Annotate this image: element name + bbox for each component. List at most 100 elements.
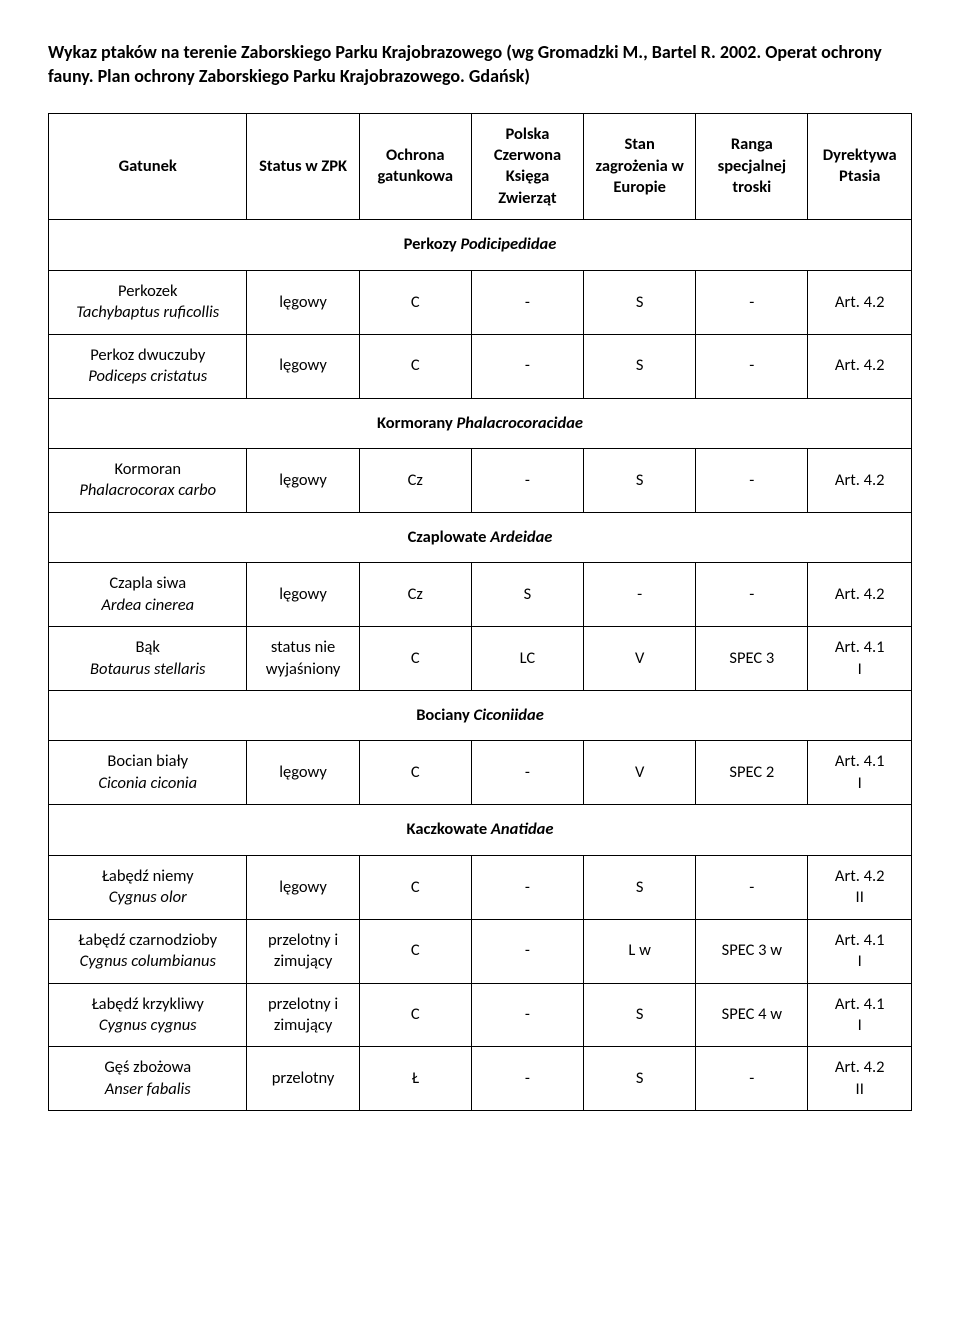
stan-cell: S	[584, 983, 696, 1047]
ranga-cell: -	[696, 855, 808, 919]
section-latin: Podicipedidae	[460, 234, 556, 254]
species-cell: PerkozekTachybaptus ruficollis	[49, 270, 247, 334]
status-cell: status nie wyjaśniony	[247, 627, 359, 691]
polska-cell: -	[471, 1047, 583, 1111]
ochrona-cell: C	[359, 983, 471, 1047]
ranga-cell: -	[696, 448, 808, 512]
ochrona-cell: Cz	[359, 448, 471, 512]
table-row: Perkoz dwuczubyPodiceps cristatuslęgowyC…	[49, 334, 912, 398]
table-header-row: Gatunek Status w ZPK Ochrona gatunkowa P…	[49, 113, 912, 220]
section-header-row: Kaczkowate Anatidae	[49, 805, 912, 855]
header-dyr: Dyrektywa Ptasia	[808, 113, 912, 220]
document-title: Wykaz ptaków na terenie Zaborskiego Park…	[48, 40, 912, 89]
polska-cell: LC	[471, 627, 583, 691]
polska-cell: -	[471, 270, 583, 334]
dyr-cell: Art. 4.1I	[808, 741, 912, 805]
species-latin: Phalacrocorax carbo	[57, 480, 238, 501]
table-row: Czapla siwaArdea cinerealęgowyCzS--Art. …	[49, 563, 912, 627]
ranga-cell: SPEC 4 w	[696, 983, 808, 1047]
section-name: Kaczkowate	[407, 819, 491, 839]
table-row: Gęś zbożowaAnser fabalisprzelotnyŁ-S-Art…	[49, 1047, 912, 1111]
ranga-cell: SPEC 3 w	[696, 919, 808, 983]
polska-cell: -	[471, 448, 583, 512]
table-row: PerkozekTachybaptus ruficollislęgowyC-S-…	[49, 270, 912, 334]
section-latin: Ciconiidae	[474, 705, 544, 725]
table-row: Łabędź krzykliwyCygnus cygnusprzelotny i…	[49, 983, 912, 1047]
ranga-cell: SPEC 2	[696, 741, 808, 805]
ochrona-cell: C	[359, 334, 471, 398]
species-polish: Łabędź czarnodzioby	[57, 930, 238, 951]
species-latin: Ardea cinerea	[57, 595, 238, 616]
section-header-cell: Czaplowate Ardeidae	[49, 512, 912, 562]
species-cell: Czapla siwaArdea cinerea	[49, 563, 247, 627]
stan-cell: S	[584, 270, 696, 334]
section-name: Perkozy	[404, 234, 461, 254]
species-table: Gatunek Status w ZPK Ochrona gatunkowa P…	[48, 113, 912, 1112]
section-header-cell: Kaczkowate Anatidae	[49, 805, 912, 855]
stan-cell: S	[584, 855, 696, 919]
ochrona-cell: C	[359, 855, 471, 919]
species-cell: Łabędź krzykliwyCygnus cygnus	[49, 983, 247, 1047]
dyr-cell: Art. 4.1I	[808, 983, 912, 1047]
status-cell: przelotny i zimujący	[247, 919, 359, 983]
species-latin: Botaurus stellaris	[57, 659, 238, 680]
status-cell: lęgowy	[247, 448, 359, 512]
ochrona-cell: C	[359, 270, 471, 334]
dyr-cell: Art. 4.2	[808, 563, 912, 627]
table-row: Łabędź czarnodziobyCygnus columbianusprz…	[49, 919, 912, 983]
polska-cell: -	[471, 855, 583, 919]
ranga-cell: -	[696, 270, 808, 334]
header-ochrona: Ochrona gatunkowa	[359, 113, 471, 220]
status-cell: lęgowy	[247, 563, 359, 627]
stan-cell: V	[584, 741, 696, 805]
species-polish: Perkoz dwuczuby	[57, 345, 238, 366]
header-stan: Stan zagrożenia w Europie	[584, 113, 696, 220]
section-header-cell: Bociany Ciconiidae	[49, 691, 912, 741]
species-polish: Kormoran	[57, 459, 238, 480]
species-cell: Łabędź czarnodziobyCygnus columbianus	[49, 919, 247, 983]
species-polish: Perkozek	[57, 281, 238, 302]
status-cell: przelotny	[247, 1047, 359, 1111]
status-cell: lęgowy	[247, 270, 359, 334]
polska-cell: -	[471, 334, 583, 398]
section-name: Czaplowate	[408, 527, 491, 547]
dyr-cell: Art. 4.2II	[808, 1047, 912, 1111]
stan-cell: L w	[584, 919, 696, 983]
species-latin: Cygnus cygnus	[57, 1015, 238, 1036]
polska-cell: S	[471, 563, 583, 627]
species-polish: Gęś zbożowa	[57, 1057, 238, 1078]
species-cell: KormoranPhalacrocorax carbo	[49, 448, 247, 512]
section-latin: Anatidae	[491, 819, 554, 839]
species-latin: Cygnus olor	[57, 887, 238, 908]
ranga-cell: -	[696, 563, 808, 627]
species-cell: Perkoz dwuczubyPodiceps cristatus	[49, 334, 247, 398]
ochrona-cell: C	[359, 919, 471, 983]
section-header-row: Bociany Ciconiidae	[49, 691, 912, 741]
table-row: Łabędź niemyCygnus olorlęgowyC-S-Art. 4.…	[49, 855, 912, 919]
species-polish: Łabędź krzykliwy	[57, 994, 238, 1015]
section-name: Kormorany	[377, 413, 457, 433]
species-latin: Ciconia ciconia	[57, 773, 238, 794]
section-name: Bociany	[416, 705, 473, 725]
status-cell: lęgowy	[247, 855, 359, 919]
dyr-cell: Art. 4.2	[808, 448, 912, 512]
ranga-cell: -	[696, 334, 808, 398]
status-cell: lęgowy	[247, 741, 359, 805]
dyr-cell: Art. 4.2II	[808, 855, 912, 919]
ochrona-cell: C	[359, 627, 471, 691]
species-polish: Łabędź niemy	[57, 866, 238, 887]
dyr-cell: Art. 4.1I	[808, 919, 912, 983]
header-species: Gatunek	[49, 113, 247, 220]
table-row: KormoranPhalacrocorax carbolęgowyCz-S-Ar…	[49, 448, 912, 512]
stan-cell: V	[584, 627, 696, 691]
header-ranga: Ranga specjalnej troski	[696, 113, 808, 220]
species-latin: Anser fabalis	[57, 1079, 238, 1100]
dyr-cell: Art. 4.1I	[808, 627, 912, 691]
stan-cell: -	[584, 563, 696, 627]
species-cell: Bocian białyCiconia ciconia	[49, 741, 247, 805]
section-header-row: Perkozy Podicipedidae	[49, 220, 912, 270]
species-latin: Podiceps cristatus	[57, 366, 238, 387]
polska-cell: -	[471, 983, 583, 1047]
species-latin: Cygnus columbianus	[57, 951, 238, 972]
stan-cell: S	[584, 1047, 696, 1111]
